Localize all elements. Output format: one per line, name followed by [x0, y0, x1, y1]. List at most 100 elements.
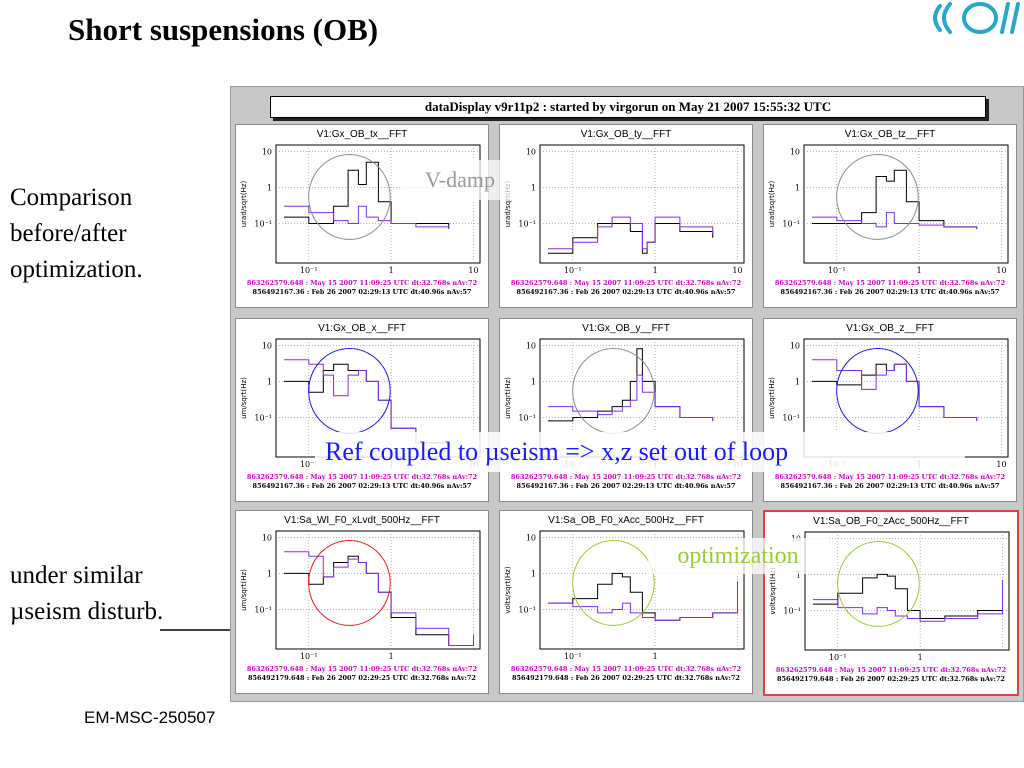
y-tick-label: 10 — [526, 147, 536, 156]
legend-before: 856492179.648 : Feb 26 2007 02:29:25 UTC… — [512, 674, 740, 682]
x-tick-label: 10 — [996, 460, 1006, 469]
fft-chart-4: V1:Gx_OB_x__FFT10110⁻¹10⁻¹110um/sqrt(Hz)… — [240, 323, 481, 490]
legend-before: 856492167.36 : Feb 26 2007 02:29:13 UTC … — [253, 288, 472, 296]
optimization-annotation: optimization — [648, 538, 828, 574]
chart-title: V1:Gx_OB_y__FFT — [582, 323, 670, 334]
y-tick-label: 10⁻¹ — [518, 605, 536, 614]
x-tick-label: 1 — [653, 652, 658, 661]
chart-title: V1:Sa_OB_F0_xAcc_500Hz__FFT — [548, 515, 704, 526]
y-tick-label: 1 — [795, 183, 800, 192]
footer-label: EM-MSC-250507 — [84, 708, 216, 727]
legend-after: 863262579.648 : May 15 2007 11:09:25 UTC… — [511, 473, 741, 481]
x-tick-label: 10 — [732, 266, 742, 275]
y-axis-label: um/sqrt(Hz) — [504, 377, 512, 419]
legend-before: 856492167.36 : Feb 26 2007 02:29:13 UTC … — [517, 482, 736, 490]
fft-panel-3: V1:Gx_OB_tz__FFT 10 1 10⁻¹ 10⁻¹ 1 10 urad/sqrt(… — [763, 124, 1017, 308]
x-tick-label: 1 — [918, 653, 923, 662]
y-axis-label: um/sqrt(Hz) — [240, 569, 248, 611]
x-tick-label: 1 — [653, 266, 658, 275]
fft-panel-2: V1:Gx_OB_ty__FFT 10 1 10⁻¹ 10⁻¹ 1 10 urad/sqrt(… — [499, 124, 753, 308]
y-tick-label: 10⁻¹ — [782, 413, 800, 422]
legend-after: 863262579.648 : May 15 2007 11:09:25 UTC… — [775, 473, 1005, 481]
y-tick-label: 10 — [262, 147, 272, 156]
x-tick-label: 10⁻¹ — [564, 652, 582, 661]
legend-before: 856492179.648 : Feb 26 2007 02:29:25 UTC… — [777, 675, 1005, 683]
similar-line-1: under similar — [10, 562, 143, 589]
y-axis-label: um/sqrt(Hz) — [240, 377, 248, 419]
fft-chart-6: V1:Gx_OB_z__FFT10110⁻¹10⁻¹110um/sqrt(Hz)… — [768, 323, 1009, 490]
y-tick-label: 10 — [790, 147, 800, 156]
series-after-line — [284, 205, 450, 229]
legend-before: 856492167.36 : Feb 26 2007 02:29:13 UTC … — [781, 288, 1000, 296]
legend-after: 863262579.648 : May 15 2007 11:09:25 UTC… — [775, 279, 1005, 287]
legend-after: 863262579.648 : May 15 2007 11:09:25 UTC… — [247, 473, 477, 481]
v-damp-annotation: V-damp — [402, 160, 518, 200]
y-tick-label: 1 — [531, 183, 536, 192]
highlight-circle — [572, 539, 655, 626]
y-axis-label: volts/sqrt(Hz) — [769, 567, 777, 615]
series-after-line — [813, 580, 1003, 622]
y-axis-label: um/sqrt(Hz) — [768, 377, 776, 419]
chart-title: V1:Sa_OB_F0_zAcc_500Hz__FFT — [813, 516, 969, 527]
x-tick-label: 1 — [389, 266, 394, 275]
chart-title: V1:Gx_OB_tz__FFT — [845, 129, 936, 140]
highlight-circle — [837, 540, 920, 627]
x-tick-label: 10 — [468, 266, 478, 275]
legend-after: 863262579.648 : May 15 2007 11:09:25 UTC… — [247, 279, 477, 287]
y-tick-label: 10 — [790, 341, 800, 350]
y-tick-label: 10⁻¹ — [783, 606, 801, 615]
fft-panel-1: V1:Gx_OB_tx__FFT 10 1 10⁻¹ 10⁻¹ 1 10 urad/sqrt(… — [235, 124, 489, 308]
y-tick-label: 10⁻¹ — [782, 219, 800, 228]
y-tick-label: 1 — [267, 569, 272, 578]
y-tick-label: 1 — [531, 377, 536, 386]
y-tick-label: 10⁻¹ — [254, 219, 272, 228]
highlight-circle — [308, 539, 391, 626]
series-after-line — [284, 551, 474, 646]
highlight-circle — [308, 153, 391, 240]
legend-before: 856492179.648 : Feb 26 2007 02:29:25 UTC… — [248, 674, 476, 682]
x-tick-label: 10⁻¹ — [300, 652, 318, 661]
y-axis-label: volts/sqrt(Hz) — [504, 566, 512, 614]
fft-chart-5: V1:Gx_OB_y__FFT10110⁻¹10⁻¹110um/sqrt(Hz)… — [504, 323, 745, 490]
plot-frame — [803, 144, 1009, 264]
legend-after: 863262579.648 : May 15 2007 11:09:25 UTC… — [511, 279, 741, 287]
y-tick-label: 1 — [531, 569, 536, 578]
y-tick-label: 1 — [795, 377, 800, 386]
series-before-line — [813, 573, 1003, 619]
chart-title: V1:Gx_OB_z__FFT — [846, 323, 934, 334]
highlight-circle — [836, 153, 919, 240]
fft-chart-2: V1:Gx_OB_ty__FFT 10 1 10⁻¹ 10⁻¹ 1 10 urad/sqrt(… — [504, 129, 745, 296]
x-tick-label: 1 — [917, 266, 922, 275]
y-tick-label: 10⁻¹ — [518, 219, 536, 228]
slide-title: Short suspensions (OB) — [68, 12, 379, 47]
series-after-line — [548, 374, 714, 421]
comparison-line-2: before/after — [10, 220, 127, 247]
chart-title: V1:Gx_OB_x__FFT — [318, 323, 406, 334]
series-after-line — [548, 216, 714, 250]
chart-title: V1:Gx_OB_tx__FFT — [317, 129, 408, 140]
y-axis-label: urad/sqrt(Hz) — [240, 180, 248, 227]
x-tick-label: 10 — [996, 266, 1006, 275]
fft-panel-7: V1:Sa_WI_F0_xLvdt_500Hz__FFT 10 1 10⁻¹ 10⁻¹ 1… — [235, 510, 489, 694]
display-banner: dataDisplay v9r11p2 : started by virgoru… — [270, 96, 986, 118]
legend-after: 863262579.648 : May 15 2007 11:09:25 UTC… — [776, 666, 1006, 674]
y-tick-label: 10 — [526, 533, 536, 542]
comparison-line-3: optimization. — [10, 256, 143, 283]
chart-title: V1:Sa_WI_F0_xLvdt_500Hz__FFT — [284, 515, 440, 526]
series-after-line — [548, 581, 738, 621]
y-tick-label: 1 — [796, 570, 801, 579]
series-after-line — [812, 359, 978, 421]
y-tick-label: 10 — [526, 341, 536, 350]
series-after-line — [284, 359, 449, 444]
series-before-line — [812, 169, 978, 229]
comparison-text: Comparison before/after optimization. — [10, 180, 143, 288]
chart-title: V1:Gx_OB_ty__FFT — [581, 129, 672, 140]
virgo-logo-icon — [933, 2, 1020, 34]
y-tick-label: 10⁻¹ — [254, 605, 272, 614]
x-tick-label: 10⁻¹ — [564, 266, 582, 275]
fft-panel-5: V1:Gx_OB_y__FFT10110⁻¹10⁻¹110um/sqrt(Hz)… — [499, 318, 753, 502]
legend-before: 856492167.36 : Feb 26 2007 02:29:13 UTC … — [781, 482, 1000, 490]
y-axis-label: urad/sqrt(Hz) — [504, 180, 512, 227]
comparison-line-1: Comparison — [10, 184, 133, 211]
fft-panel-4: V1:Gx_OB_x__FFT10110⁻¹10⁻¹110um/sqrt(Hz)… — [235, 318, 489, 502]
